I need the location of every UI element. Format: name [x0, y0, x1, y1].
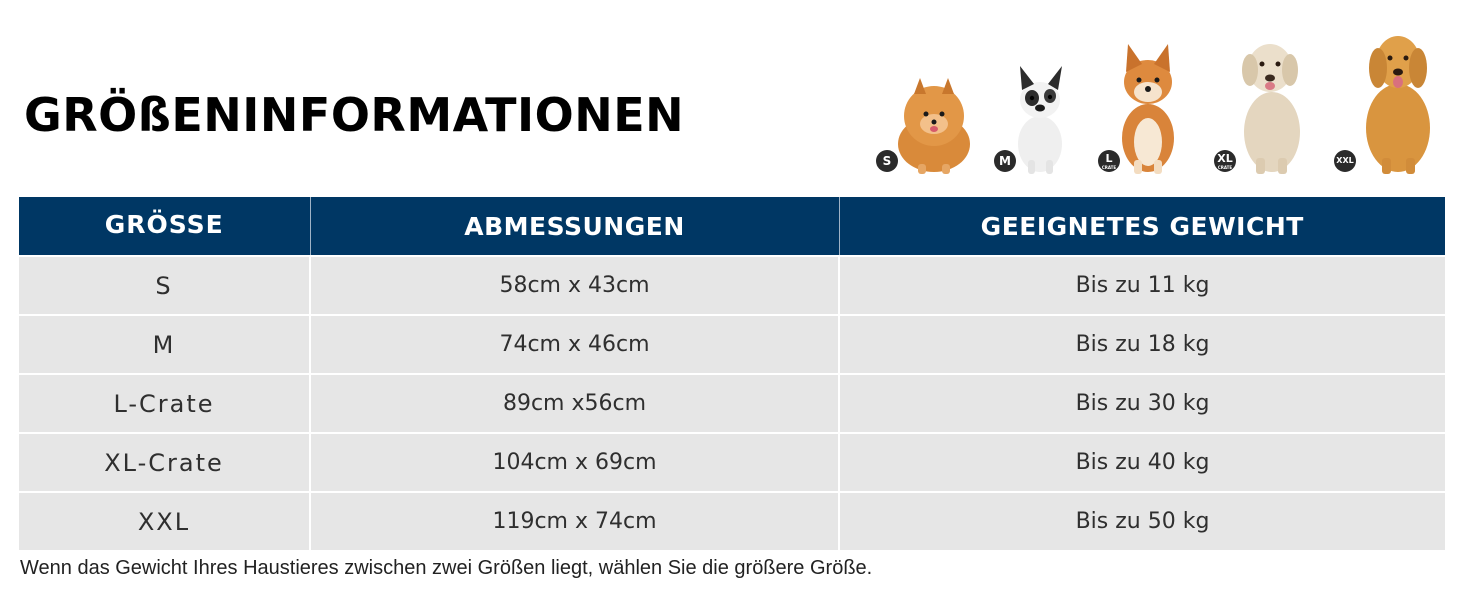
size-badge-label: XXL — [1336, 156, 1354, 165]
cell-dimensions: 74cm x 46cm — [310, 314, 840, 374]
cell-dimensions: 104cm x 69cm — [310, 432, 840, 492]
footnote: Wenn das Gewicht Ihres Haustieres zwisch… — [20, 557, 873, 579]
table-row: M 74cm x 46cm Bis zu 18 kg — [19, 314, 1445, 374]
size-badge-sublabel: CRATE — [1217, 165, 1233, 170]
size-badge-xl: XL CRATE — [1214, 150, 1236, 172]
pomeranian-dog-icon — [898, 78, 970, 174]
dog-size-xxl: XXL — [1334, 24, 1444, 176]
golden-retriever-dog-icon — [1366, 36, 1430, 174]
table-row: XXL 119cm x 74cm Bis zu 50 kg — [19, 491, 1445, 550]
table-row: L-Crate 89cm x56cm Bis zu 30 kg — [19, 373, 1445, 433]
dog-size-illustrations: S M — [872, 20, 1452, 182]
size-badge-l: L CRATE — [1098, 150, 1120, 172]
cell-weight: Bis zu 30 kg — [839, 373, 1445, 433]
cell-size: XXL — [19, 491, 311, 550]
size-badge-label: XL — [1217, 152, 1233, 165]
shiba-inu-dog-icon — [1122, 44, 1174, 174]
table-row: S 58cm x 43cm Bis zu 11 kg — [19, 255, 1445, 315]
dog-size-xl: XL CRATE — [1214, 32, 1314, 176]
size-badge-xxl: XXL — [1334, 150, 1356, 172]
size-badge-label: S — [882, 154, 892, 168]
cell-weight: Bis zu 11 kg — [839, 255, 1445, 315]
table-row: XL-Crate 104cm x 69cm Bis zu 40 kg — [19, 432, 1445, 492]
cell-dimensions: 119cm x 74cm — [310, 491, 840, 550]
cell-size: S — [19, 255, 311, 315]
labrador-dog-icon — [1242, 44, 1300, 174]
cell-dimensions: 89cm x56cm — [310, 373, 840, 433]
column-header-size: GRÖSSE — [19, 197, 311, 256]
cell-weight: Bis zu 50 kg — [839, 491, 1445, 550]
size-badge-label: L — [1105, 152, 1113, 165]
cell-size: XL-Crate — [19, 432, 311, 492]
french-bulldog-icon — [1018, 66, 1062, 174]
cell-weight: Bis zu 40 kg — [839, 432, 1445, 492]
size-badge-sublabel: CRATE — [1101, 165, 1117, 170]
cell-weight: Bis zu 18 kg — [839, 314, 1445, 374]
table-header-row: GRÖSSE ABMESSUNGEN GEEIGNETES GEWICHT — [19, 197, 1445, 256]
size-table: GRÖSSE ABMESSUNGEN GEEIGNETES GEWICHT S … — [19, 197, 1445, 550]
dog-size-l: L CRATE — [1098, 42, 1188, 176]
size-badge-s: S — [876, 150, 898, 172]
cell-size: L-Crate — [19, 373, 311, 433]
size-badge-label: M — [999, 154, 1011, 168]
dog-size-s: S — [876, 72, 976, 176]
cell-size: M — [19, 314, 311, 374]
page-title: GRÖßENINFORMATIONEN — [24, 88, 685, 142]
cell-dimensions: 58cm x 43cm — [310, 255, 840, 315]
size-badge-m: M — [994, 150, 1016, 172]
column-header-dimensions: ABMESSUNGEN — [310, 197, 840, 256]
dog-size-m: M — [994, 64, 1074, 176]
column-header-weight: GEEIGNETES GEWICHT — [839, 197, 1445, 256]
